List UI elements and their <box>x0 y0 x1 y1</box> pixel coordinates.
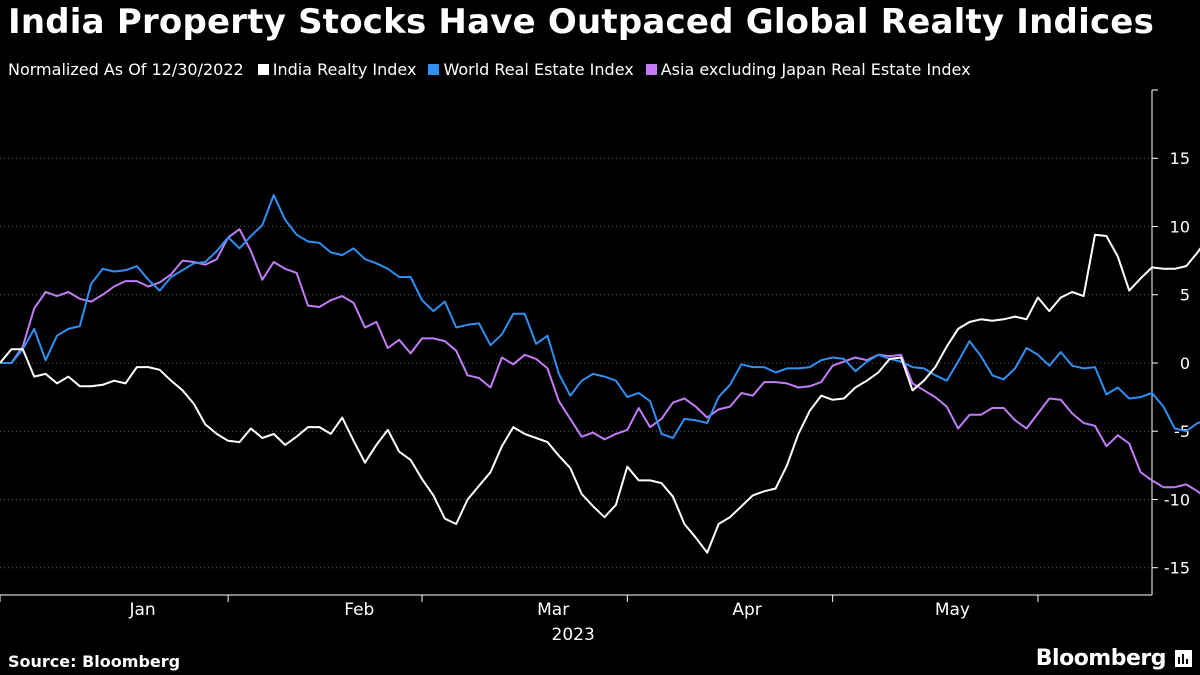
x-tick-label: Jan <box>128 600 155 620</box>
legend: Normalized As Of 12/30/2022 India Realty… <box>8 60 983 79</box>
legend-label-world: World Real Estate Index <box>443 60 634 79</box>
y-tick-label: 10 <box>1170 217 1190 236</box>
x-tick-label: May <box>935 600 970 620</box>
y-tick-label: 5 <box>1180 286 1190 305</box>
x-tick-label: Feb <box>344 600 374 620</box>
legend-label-asia: Asia excluding Japan Real Estate Index <box>660 60 971 79</box>
terminal-icon <box>1175 650 1192 667</box>
y-tick-label: -15 <box>1164 559 1190 578</box>
legend-swatch-asia <box>645 64 657 75</box>
series-line-world <box>0 194 1200 439</box>
x-tick-label: Apr <box>732 600 761 620</box>
y-tick-label: -10 <box>1164 490 1190 509</box>
legend-label-india: India Realty Index <box>272 60 417 79</box>
y-tick-label: -5 <box>1174 422 1190 441</box>
legend-swatch-world <box>428 64 440 75</box>
chart-title: India Property Stocks Have Outpaced Glob… <box>8 2 1155 42</box>
x-axis-label: 2023 <box>552 625 595 645</box>
source-note: Source: Bloomberg <box>8 652 181 671</box>
y-tick-label: 0 <box>1180 354 1190 373</box>
legend-subtitle: Normalized As Of 12/30/2022 <box>8 60 244 79</box>
brand-logo: Bloomberg <box>1035 646 1167 671</box>
x-tick-label: Mar <box>537 600 569 620</box>
series-line-asia <box>0 228 1200 495</box>
legend-item-india: India Realty Index <box>257 60 417 79</box>
legend-item-asia: Asia excluding Japan Real Estate Index <box>645 60 971 79</box>
series-line-india <box>0 233 1200 554</box>
legend-item-world: World Real Estate Index <box>428 60 634 79</box>
y-tick-label: 15 <box>1170 149 1190 168</box>
legend-swatch-india <box>257 64 269 75</box>
